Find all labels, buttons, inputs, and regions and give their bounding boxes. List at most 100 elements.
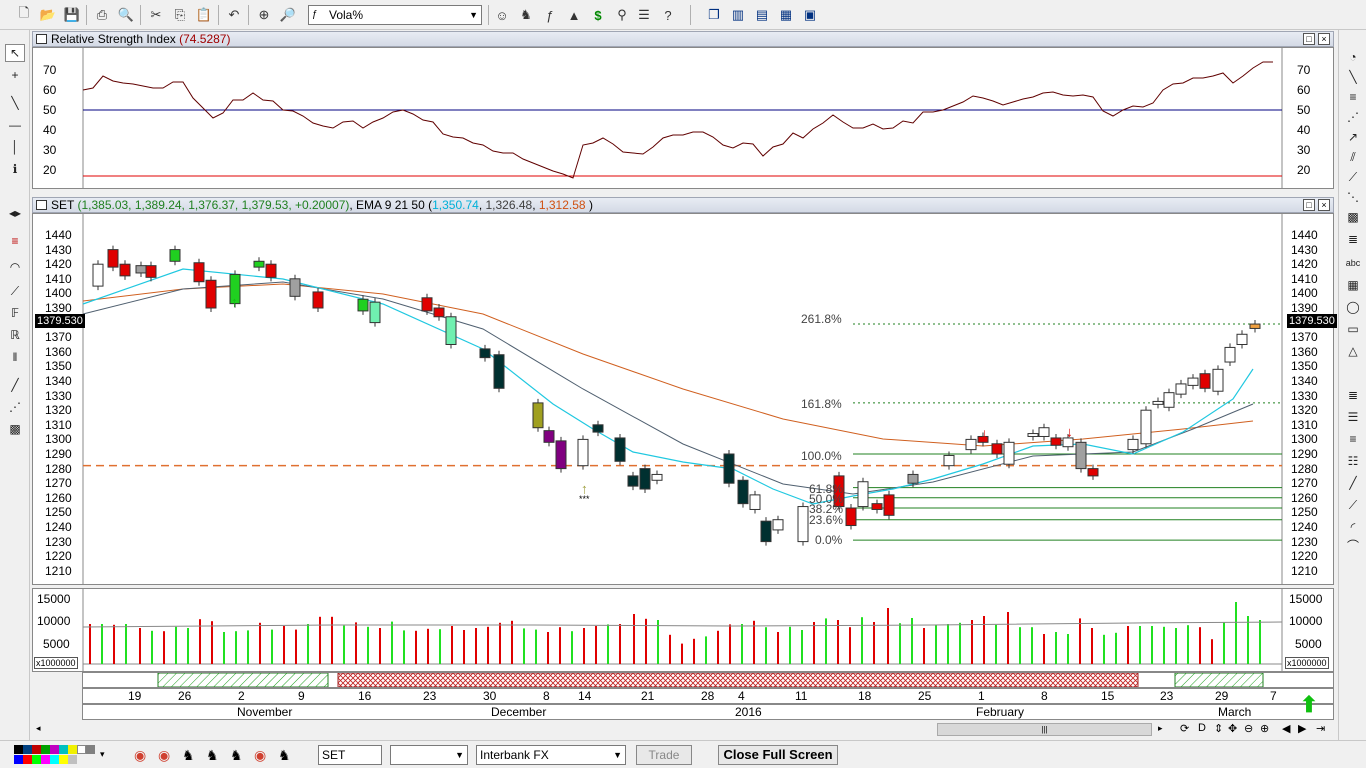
periodicity-icon[interactable]: ⇕ bbox=[1214, 723, 1224, 735]
trendline-icon[interactable]: ╲ bbox=[11, 96, 19, 110]
second-field[interactable]: ▼ bbox=[390, 745, 468, 765]
line-studies-icon[interactable]: ╲ bbox=[1349, 70, 1357, 84]
prev-bar-icon[interactable]: ◀ bbox=[1282, 723, 1291, 735]
copy-icon[interactable]: ⎘ bbox=[174, 7, 186, 22]
explorer-icon[interactable]: ⚲ bbox=[617, 7, 627, 22]
palette-dropdown-icon[interactable]: ▾ bbox=[100, 749, 105, 759]
options-icon[interactable]: ☰ bbox=[638, 7, 650, 22]
ellipse-icon[interactable]: ◯ bbox=[1346, 300, 1360, 314]
horizontal-line-icon[interactable]: — bbox=[9, 118, 21, 132]
formula-icon[interactable]: ƒ bbox=[546, 7, 554, 23]
grid-icon[interactable]: ▩ bbox=[1347, 210, 1359, 224]
cut-icon[interactable]: ✂ bbox=[150, 7, 162, 22]
dollar-icon[interactable]: $ bbox=[594, 7, 602, 23]
daily-icon[interactable]: D bbox=[1198, 722, 1206, 734]
expert-advisor-icon[interactable]: ♞ bbox=[230, 747, 243, 763]
rsi-pane[interactable]: 70 60 50 40 30 20 70 60 50 40 30 20 bbox=[32, 47, 1334, 189]
bars-icon[interactable]: ≣ bbox=[1347, 388, 1359, 402]
gann-icon[interactable]: ⋰ bbox=[1347, 110, 1359, 124]
open-folder-icon[interactable]: 📂 bbox=[39, 7, 57, 22]
pointer-icon[interactable]: ↖ bbox=[5, 44, 25, 62]
indicator-builder-icon[interactable]: ▲ bbox=[567, 7, 581, 23]
horizontal-scrollbar-thumb[interactable]: ||| bbox=[937, 723, 1152, 736]
tile-horizontal-icon[interactable]: ▤ bbox=[755, 7, 769, 22]
maximize-icon[interactable]: □ bbox=[1303, 33, 1315, 45]
new-file-icon[interactable]: 🗋 bbox=[18, 5, 30, 20]
price-pane[interactable]: ↑↑↓↓ 14401430142014101400139013801370136… bbox=[32, 213, 1337, 585]
list-icon[interactable]: ☷ bbox=[1347, 454, 1359, 468]
scroll-left-right-icon[interactable]: ◂▸ bbox=[8, 206, 22, 220]
rows-icon[interactable]: ≡ bbox=[1349, 432, 1357, 446]
scroll-up-arrow-icon[interactable]: ⬆ bbox=[1299, 692, 1319, 717]
scroll-right-icon[interactable]: ▸ bbox=[1158, 723, 1163, 733]
cascade-windows-icon[interactable]: ❐ bbox=[708, 7, 720, 22]
text-tool-icon[interactable]: ℹ bbox=[12, 162, 18, 176]
crosshair-tool-icon[interactable]: + bbox=[11, 68, 19, 82]
line-tool-icon[interactable]: ╱ bbox=[11, 378, 19, 392]
gann-fan-icon[interactable]: ⋰ bbox=[9, 400, 21, 414]
crosshair-icon[interactable]: ⊕ bbox=[258, 7, 270, 22]
close-icon[interactable]: × bbox=[1318, 199, 1330, 211]
expert-advisor-icon[interactable]: ♞ bbox=[182, 747, 195, 763]
save-icon[interactable]: 💾 bbox=[63, 7, 81, 22]
browser-icon[interactable]: ◉ bbox=[134, 747, 147, 763]
zoom-in-icon[interactable]: ⊕ bbox=[1260, 723, 1270, 735]
fibonacci-icon[interactable]: ≡ bbox=[11, 234, 19, 248]
dragon-icon[interactable]: ◔ bbox=[1349, 50, 1357, 64]
cycle-lines-icon[interactable]: ‖ bbox=[12, 350, 18, 364]
volume-pane[interactable]: 15000 10000 5000 15000 10000 5000 x10000… bbox=[32, 588, 1334, 672]
volume-bar bbox=[911, 618, 913, 664]
fit-icon[interactable]: ⇥ bbox=[1316, 723, 1326, 735]
expert-icon[interactable]: ☺ bbox=[495, 7, 509, 23]
tile-vertical-icon[interactable]: ▥ bbox=[731, 7, 745, 22]
rectangle-icon[interactable]: ▭ bbox=[1347, 322, 1359, 336]
ray-icon[interactable]: ↗ bbox=[1347, 130, 1359, 144]
andrews-icon[interactable]: ⟋ bbox=[1348, 169, 1358, 184]
zoom-icon[interactable]: 🔎 bbox=[279, 7, 297, 22]
color-palette[interactable] bbox=[14, 745, 98, 765]
expert-advisor-icon[interactable]: ♞ bbox=[206, 747, 219, 763]
browser-icon[interactable]: ◉ bbox=[254, 747, 267, 763]
curve-icon[interactable]: ⌒ bbox=[1346, 538, 1359, 553]
error-channel-icon[interactable]: ≣ bbox=[1347, 232, 1359, 246]
diagonal-icon[interactable]: ╱ bbox=[1349, 476, 1357, 490]
move-icon[interactable]: ✥ bbox=[1228, 723, 1238, 735]
arc-icon[interactable]: ◜ bbox=[1350, 520, 1356, 534]
regression-icon[interactable]: ℝ bbox=[10, 328, 20, 342]
trade-button[interactable]: Trade bbox=[636, 745, 692, 765]
indicator-combo[interactable]: ƒ Vola% ▼ bbox=[308, 5, 482, 25]
scroll-left-icon[interactable]: ◂ bbox=[36, 723, 41, 733]
tile-grid-icon[interactable]: ▦ bbox=[779, 7, 793, 22]
grid-tool-icon[interactable]: ▩ bbox=[9, 422, 21, 436]
abc-text-icon[interactable]: abc bbox=[1345, 258, 1361, 268]
print-icon[interactable]: ⎙ bbox=[96, 7, 108, 22]
symbol-field[interactable]: SET bbox=[318, 745, 382, 765]
browser-icon[interactable]: ◉ bbox=[158, 747, 171, 763]
maximize-icon[interactable]: □ bbox=[1303, 199, 1315, 211]
close-icon[interactable]: × bbox=[1318, 33, 1330, 45]
speed-lines-icon[interactable]: ⋱ bbox=[1347, 190, 1359, 204]
fan-lines-icon[interactable]: ⟋ bbox=[10, 283, 20, 298]
arrange-icon[interactable]: ▣ bbox=[803, 7, 817, 22]
calendar-icon[interactable]: ▦ bbox=[1347, 278, 1359, 292]
help-icon[interactable]: ? bbox=[664, 7, 672, 23]
paste-icon[interactable]: 📋 bbox=[195, 7, 213, 22]
expert-wizard-icon[interactable]: ♞ bbox=[520, 7, 532, 22]
zoom-out-icon[interactable]: ⊖ bbox=[1244, 723, 1254, 735]
slant-icon[interactable]: ⟋ bbox=[1348, 497, 1358, 512]
hbars-icon[interactable]: ☰ bbox=[1347, 410, 1359, 424]
parallel-icon[interactable]: ⫽ bbox=[1350, 149, 1356, 164]
expert-advisor-icon[interactable]: ♞ bbox=[278, 747, 291, 763]
refresh-icon[interactable]: ⟳ bbox=[1180, 723, 1190, 735]
undo-icon[interactable]: ↶ bbox=[228, 7, 240, 22]
data-source-select[interactable]: Interbank FX ▼ bbox=[476, 745, 626, 765]
fib-arcs-icon[interactable]: ◠ bbox=[9, 260, 21, 274]
fib-time-icon[interactable]: 𝔽 bbox=[10, 306, 20, 320]
triangle-icon[interactable]: △ bbox=[1348, 344, 1358, 358]
next-bar-icon[interactable]: ▶ bbox=[1298, 723, 1307, 735]
vertical-line-icon[interactable]: │ bbox=[11, 140, 19, 154]
print-preview-icon[interactable]: 🔍 bbox=[117, 7, 135, 22]
close-full-screen-button[interactable]: Close Full Screen bbox=[718, 745, 838, 765]
channel-icon[interactable]: ≡ bbox=[1349, 90, 1357, 104]
volume-bar bbox=[379, 628, 381, 664]
